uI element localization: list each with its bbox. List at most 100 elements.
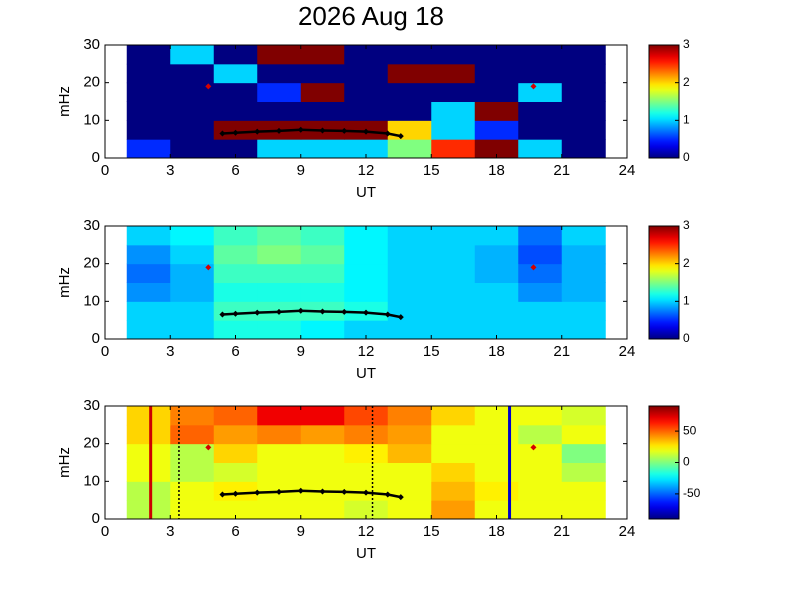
heatmap-cell (300, 406, 345, 426)
colorbar-tick-label: 1 (683, 113, 690, 127)
heatmap-cell (344, 101, 389, 121)
colorbar-tick-label: 2 (683, 256, 690, 270)
heatmap-cell (387, 226, 432, 246)
heatmap-cell (213, 139, 258, 158)
x-tick-label: 0 (101, 343, 109, 360)
heatmap-cell (213, 82, 258, 102)
heatmap-cell (126, 45, 171, 65)
heatmap-cell (561, 82, 606, 102)
heatmap-cell (474, 101, 519, 121)
heatmap-cell (257, 263, 302, 283)
y-tick-label: 10 (83, 111, 100, 128)
x-tick-label: 21 (553, 523, 570, 540)
heatmap-cell (213, 481, 258, 501)
heatmap-cell (474, 82, 519, 102)
x-tick-label: 18 (488, 162, 505, 179)
heatmap-cell (431, 481, 476, 501)
x-tick-label: 24 (619, 523, 636, 540)
heatmap-cell (213, 500, 258, 519)
heatmap-cell (518, 101, 563, 121)
heatmap-cell (474, 320, 519, 339)
colorbar-tick-label: 0 (683, 455, 690, 469)
heatmap-cell (518, 63, 563, 84)
trace-line (222, 309, 402, 319)
heatmap-cell (170, 443, 215, 463)
heatmap-cell (387, 500, 432, 519)
heatmap-cell (518, 424, 563, 445)
heatmap-cell (300, 226, 345, 246)
colorbar: 0 1 2 3 (648, 218, 690, 345)
y-tick-label: 30 (83, 36, 100, 53)
colorbar-tick-label: 1 (683, 294, 690, 308)
heatmap-cell (518, 443, 563, 463)
x-tick-label: 3 (166, 162, 174, 179)
heatmap-cell (257, 443, 302, 463)
heatmap-cell (431, 282, 476, 302)
y-axis-label: mHz (56, 267, 73, 298)
heatmap-cell (300, 424, 345, 445)
heatmap-cell (561, 301, 606, 321)
y-tick-label: 30 (83, 397, 100, 414)
heatmap-cell (257, 282, 302, 302)
heatmap-cell (561, 462, 606, 482)
heatmap-cell (561, 244, 606, 265)
x-tick-label: 9 (297, 343, 305, 360)
heatmap-cell (474, 443, 519, 463)
heatmap-cell (170, 263, 215, 283)
heatmap-cell (170, 82, 215, 102)
colorbar-tick-label: -50 (683, 486, 701, 500)
heatmap-cell (387, 481, 432, 501)
heatmap-cell (387, 406, 432, 426)
x-tick-label: 9 (297, 523, 305, 540)
heatmap (126, 226, 606, 339)
heatmap-cell (300, 101, 345, 121)
point-marker (205, 83, 212, 90)
heatmap-cell (300, 443, 345, 463)
x-tick-label: 15 (423, 523, 440, 540)
heatmap-cell (126, 120, 171, 140)
heatmap-cell (387, 101, 432, 121)
heatmap-cell (431, 500, 476, 519)
heatmap-cell (431, 226, 476, 246)
x-tick-label: 12 (358, 343, 375, 360)
heatmap-cell (474, 120, 519, 140)
colorbar-tick-label: 3 (683, 218, 690, 232)
heatmap-cell (387, 301, 432, 321)
x-tick-label: 18 (488, 523, 505, 540)
x-tick-label: 6 (231, 523, 239, 540)
heatmap-cell (213, 424, 258, 445)
heatmap-cell (474, 406, 519, 426)
heatmap-cell (213, 282, 258, 302)
heatmap-cell (344, 282, 389, 302)
heatmap-cell (170, 462, 215, 482)
heatmap-cell (170, 282, 215, 302)
heatmap-cell (518, 320, 563, 339)
heatmap-cell (344, 45, 389, 65)
heatmap-cell (257, 462, 302, 482)
y-tick-label: 10 (83, 292, 100, 309)
panel: 0 3 6 9 12 15 18 21 24 0 10 20 30 UT mHz (56, 217, 635, 382)
point-marker (530, 264, 537, 271)
colorbar: -50 0 50 (648, 405, 701, 520)
y-tick-label: 20 (83, 435, 100, 452)
heatmap-cell (257, 424, 302, 445)
heatmap-cell (300, 320, 345, 339)
heatmap-cell (387, 263, 432, 283)
heatmap-cell (300, 244, 345, 265)
heatmap-cell (170, 301, 215, 321)
heatmap-cell (126, 226, 171, 246)
heatmap-cell (170, 424, 215, 445)
colorbar-tick-label: 50 (683, 423, 697, 437)
heatmap-cell (518, 244, 563, 265)
heatmap-cell (126, 481, 171, 501)
heatmap-cell (561, 263, 606, 283)
colorbar-gradient (648, 44, 680, 159)
heatmap-cell (170, 406, 215, 426)
heatmap-cell (213, 120, 258, 140)
heatmap-cell (257, 45, 302, 65)
heatmap-cell (126, 63, 171, 84)
heatmap-cell (344, 424, 389, 445)
x-tick-label: 21 (553, 343, 570, 360)
x-tick-label: 18 (488, 343, 505, 360)
